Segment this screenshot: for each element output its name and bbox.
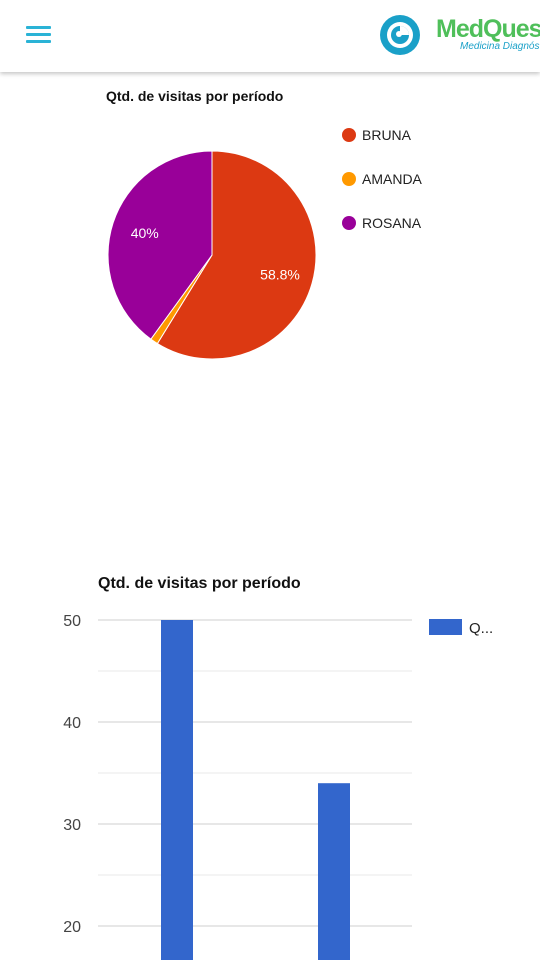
app-header: MedQuest Medicina Diagnóstica	[0, 0, 540, 72]
y-tick-label: 50	[63, 613, 81, 630]
pie-data-label: 40%	[131, 225, 159, 241]
y-tick-label: 20	[63, 919, 81, 936]
logo-mark-icon	[380, 15, 420, 55]
logo-tagline: Medicina Diagnóstica	[460, 41, 540, 52]
hamburger-menu-icon[interactable]	[20, 20, 56, 50]
bar-chart-title: Qtd. de visitas por período	[98, 575, 301, 592]
medquest-logo: MedQuest Medicina Diagnóstica	[376, 12, 540, 58]
legend-label-series[interactable]: Q...	[469, 620, 493, 637]
legend-label-rosana[interactable]: ROSANA	[362, 215, 422, 231]
bar[interactable]	[318, 783, 350, 960]
pie-slice-bruna[interactable]	[156, 150, 317, 360]
bar-chart: 20 30 40 50 Q...	[63, 613, 493, 960]
logo-name: MedQuest	[436, 15, 540, 43]
legend-marker-bruna	[342, 128, 356, 142]
y-tick-label: 30	[63, 817, 81, 834]
pie-chart: 58.8% 40% BRUNA AMANDA ROSANA	[107, 127, 423, 360]
legend-marker-amanda	[342, 172, 356, 186]
y-tick-label: 40	[63, 715, 81, 732]
legend-label-bruna[interactable]: BRUNA	[362, 127, 412, 143]
pie-data-label: 58.8%	[260, 266, 300, 282]
legend-label-amanda[interactable]: AMANDA	[362, 171, 423, 187]
legend-marker-rosana	[342, 216, 356, 230]
pie-chart-title: Qtd. de visitas por período	[106, 88, 284, 104]
pie-slice-rosana[interactable]	[107, 150, 213, 340]
legend-marker-series	[429, 619, 462, 635]
bar[interactable]	[161, 620, 193, 960]
